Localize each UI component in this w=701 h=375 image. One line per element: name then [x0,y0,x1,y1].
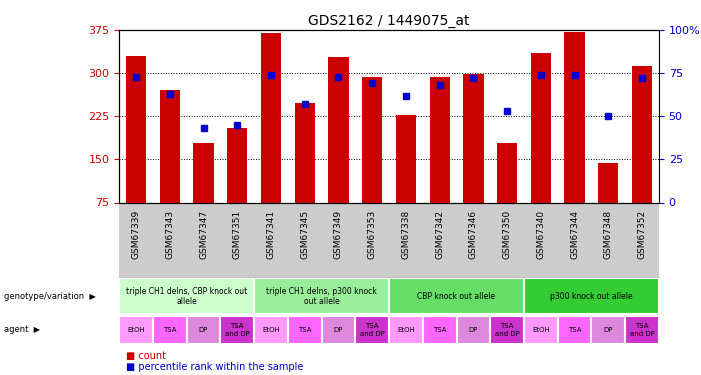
Text: TSA: TSA [298,327,311,333]
Bar [396,114,416,202]
Bar [362,77,382,203]
Text: GSM67353: GSM67353 [368,210,376,259]
Text: GSM67341: GSM67341 [266,210,275,259]
Text: GSM67346: GSM67346 [469,210,478,259]
Bar [625,316,659,344]
Text: GSM67339: GSM67339 [132,210,140,259]
Bar [389,278,524,314]
Bar [227,128,247,202]
Bar [119,316,153,344]
Text: GSM67352: GSM67352 [638,210,646,259]
Text: TSA: TSA [568,327,581,333]
Bar [254,316,288,344]
Text: EtOH: EtOH [127,327,145,333]
Text: EtOH: EtOH [262,327,280,333]
Bar [598,164,618,202]
Bar [288,316,322,344]
Text: EtOH: EtOH [397,327,415,333]
Bar [126,56,147,202]
Text: GSM67350: GSM67350 [503,210,512,259]
Text: GSM67347: GSM67347 [199,210,208,259]
Text: TSA
and DP: TSA and DP [225,324,250,336]
Bar [186,316,220,344]
Bar [497,143,517,202]
Text: GSM67344: GSM67344 [570,210,579,259]
Bar [220,316,254,344]
Bar [564,32,585,202]
Text: TSA
and DP: TSA and DP [629,324,655,336]
Text: ■ percentile rank within the sample: ■ percentile rank within the sample [126,363,304,372]
Bar [423,316,456,344]
Text: CBP knock out allele: CBP knock out allele [418,292,496,301]
Bar [355,316,389,344]
Text: GSM67349: GSM67349 [334,210,343,259]
Bar [558,316,592,344]
Text: EtOH: EtOH [532,327,550,333]
Bar [322,316,355,344]
Bar [160,90,180,202]
Text: GSM67348: GSM67348 [604,210,613,259]
Text: triple CH1 delns, p300 knock
out allele: triple CH1 delns, p300 knock out allele [266,286,377,306]
Bar [294,103,315,202]
Bar [456,316,490,344]
Text: genotype/variation  ▶: genotype/variation ▶ [4,292,95,301]
Text: agent  ▶: agent ▶ [4,326,40,334]
Bar [463,74,484,202]
Text: GSM67338: GSM67338 [402,210,410,259]
Text: TSA
and DP: TSA and DP [360,324,385,336]
Text: p300 knock out allele: p300 knock out allele [550,292,633,301]
Bar [632,66,652,203]
Text: GSM67351: GSM67351 [233,210,242,259]
Bar [592,316,625,344]
Text: ■ count: ■ count [126,351,166,361]
Text: TSA: TSA [163,327,177,333]
Text: DP: DP [469,327,478,333]
Title: GDS2162 / 1449075_at: GDS2162 / 1449075_at [308,13,470,28]
Bar [524,316,558,344]
Text: GSM67343: GSM67343 [165,210,175,259]
Bar [153,316,186,344]
Bar [261,33,281,203]
Bar [531,53,551,202]
Bar [430,77,450,203]
Text: DP: DP [334,327,343,333]
Text: triple CH1 delns, CBP knock out
allele: triple CH1 delns, CBP knock out allele [126,286,247,306]
Text: GSM67340: GSM67340 [536,210,545,259]
Bar [524,278,659,314]
Bar [490,316,524,344]
Text: DP: DP [604,327,613,333]
Text: GSM67342: GSM67342 [435,210,444,259]
Bar [254,278,389,314]
Bar [328,57,348,202]
Text: GSM67345: GSM67345 [300,210,309,259]
Text: TSA
and DP: TSA and DP [495,324,519,336]
Bar [193,143,214,202]
Text: TSA: TSA [433,327,447,333]
Bar [389,316,423,344]
Text: DP: DP [199,327,208,333]
Bar [119,278,254,314]
